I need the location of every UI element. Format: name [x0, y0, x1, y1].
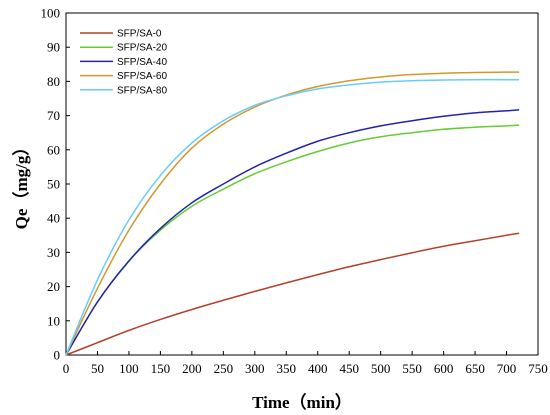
x-tick-label: 200: [182, 361, 202, 376]
x-tick-label: 500: [371, 361, 391, 376]
series-line-5: [65, 78, 520, 356]
series-lines: [65, 71, 520, 356]
x-tick-label: 650: [465, 361, 485, 376]
x-tick-label: 750: [528, 361, 548, 376]
y-tick-label: 10: [47, 313, 60, 328]
x-tick-label: 350: [277, 361, 297, 376]
x-tick-label: 100: [119, 361, 139, 376]
legend-label: SFP/SA-20: [117, 43, 167, 54]
y-tick-label: 30: [47, 245, 60, 260]
x-tick-label: 300: [245, 361, 265, 376]
y-tick-label: 40: [47, 211, 60, 226]
series-line-4: [65, 71, 520, 356]
y-tick-label: 60: [47, 142, 60, 157]
y-tick-label: 20: [47, 279, 60, 294]
legend-label: SFP/SA-80: [117, 85, 167, 96]
x-tick-label: 400: [308, 361, 328, 376]
x-axis-title: Time（min）: [252, 392, 352, 412]
legend-label: SFP/SA-0: [117, 29, 162, 40]
y-tick-label: 50: [47, 177, 60, 192]
y-tick-label: 100: [41, 6, 61, 21]
x-axis-ticks: 0 50 100 150 200 250 300 350 400 450 500 550 600 650 7…: [63, 351, 548, 376]
legend-label: SFP/SA-60: [117, 71, 167, 82]
series-line-3: [65, 109, 520, 356]
y-tick-label: 70: [47, 108, 60, 123]
x-tick-label: 550: [402, 361, 422, 376]
series-line-1: [65, 232, 520, 356]
legend: SFP/SA-0 SFP/SA-20 SFP/SA-40 SFP/SA-60 SFP/S…: [80, 29, 167, 96]
y-axis-title: Qe（mg/g）: [11, 139, 31, 230]
x-tick-label: 600: [434, 361, 454, 376]
y-tick-label: 90: [47, 40, 60, 55]
x-tick-label: 450: [339, 361, 359, 376]
legend-label: SFP/SA-40: [117, 57, 167, 68]
y-tick-label: 80: [47, 74, 60, 89]
y-tick-label: 0: [54, 348, 61, 363]
series-line-2: [65, 124, 520, 356]
x-tick-label: 150: [151, 361, 171, 376]
x-tick-label: 0: [63, 361, 70, 376]
x-tick-label: 250: [214, 361, 234, 376]
y-axis-ticks: 0 10 20 30 40 50 60 70 80 90 100: [41, 6, 70, 363]
x-tick-label: 50: [91, 361, 104, 376]
x-tick-label: 700: [497, 361, 517, 376]
